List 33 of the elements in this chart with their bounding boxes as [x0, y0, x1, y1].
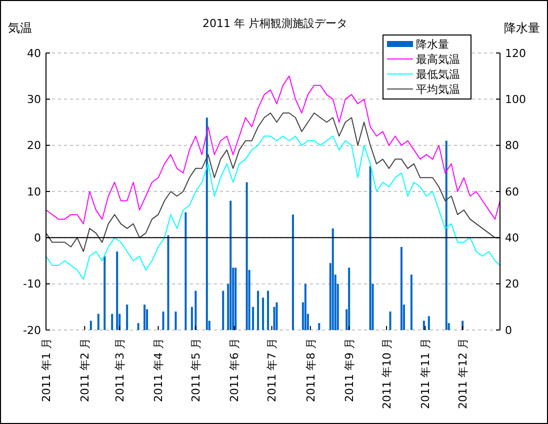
y-axis-title: 気温	[8, 21, 32, 35]
y2-tick-label: 80	[505, 139, 519, 152]
y-tick-label: 40	[27, 46, 41, 60]
y-tick-label: 0	[34, 232, 41, 245]
legend-label: 最低気温	[416, 68, 460, 81]
y2-tick-label: 20	[505, 278, 519, 291]
y-tick-label: 30	[27, 93, 41, 106]
y2-tick-label: 60	[505, 185, 519, 198]
x-tick-label: 2011 年11 月	[419, 338, 432, 409]
y-tick-label: 10	[27, 185, 41, 198]
y2-axis-title: 降水量	[504, 21, 540, 35]
x-tick-label: 2011 年3 月	[113, 338, 126, 402]
x-tick-label: 2011 年7 月	[266, 338, 279, 402]
y2-tick-label: 0	[505, 324, 512, 337]
y2-tick-label: 40	[505, 232, 519, 245]
x-tick-label: 2011 年12 月	[456, 338, 470, 409]
x-tick-label: 2011 年4 月	[152, 338, 166, 402]
legend-label: 最高気温	[416, 52, 460, 66]
y-tick-label: -10	[23, 278, 41, 291]
chart-title: 2011 年 片桐観測施設データ	[202, 17, 348, 30]
x-tick-label: 2011 年8 月	[304, 338, 318, 402]
x-tick-label: 2011 年2 月	[78, 338, 92, 402]
x-tick-label: 2011 年1 月	[40, 338, 53, 402]
y2-tick-label: 120	[505, 46, 526, 60]
y2-tick-label: 100	[505, 93, 526, 106]
y-tick-label: -20	[23, 324, 41, 337]
x-tick-label: 2011 年9 月	[342, 338, 356, 402]
legend-label: 平均気温	[416, 82, 460, 96]
x-tick-label: 2011 年10 月	[380, 338, 394, 409]
legend-label: 降水量	[416, 38, 449, 51]
x-tick-label: 2011 年6 月	[228, 338, 242, 402]
y-tick-label: 20	[27, 139, 41, 152]
x-tick-label: 2011 年5 月	[190, 338, 203, 402]
